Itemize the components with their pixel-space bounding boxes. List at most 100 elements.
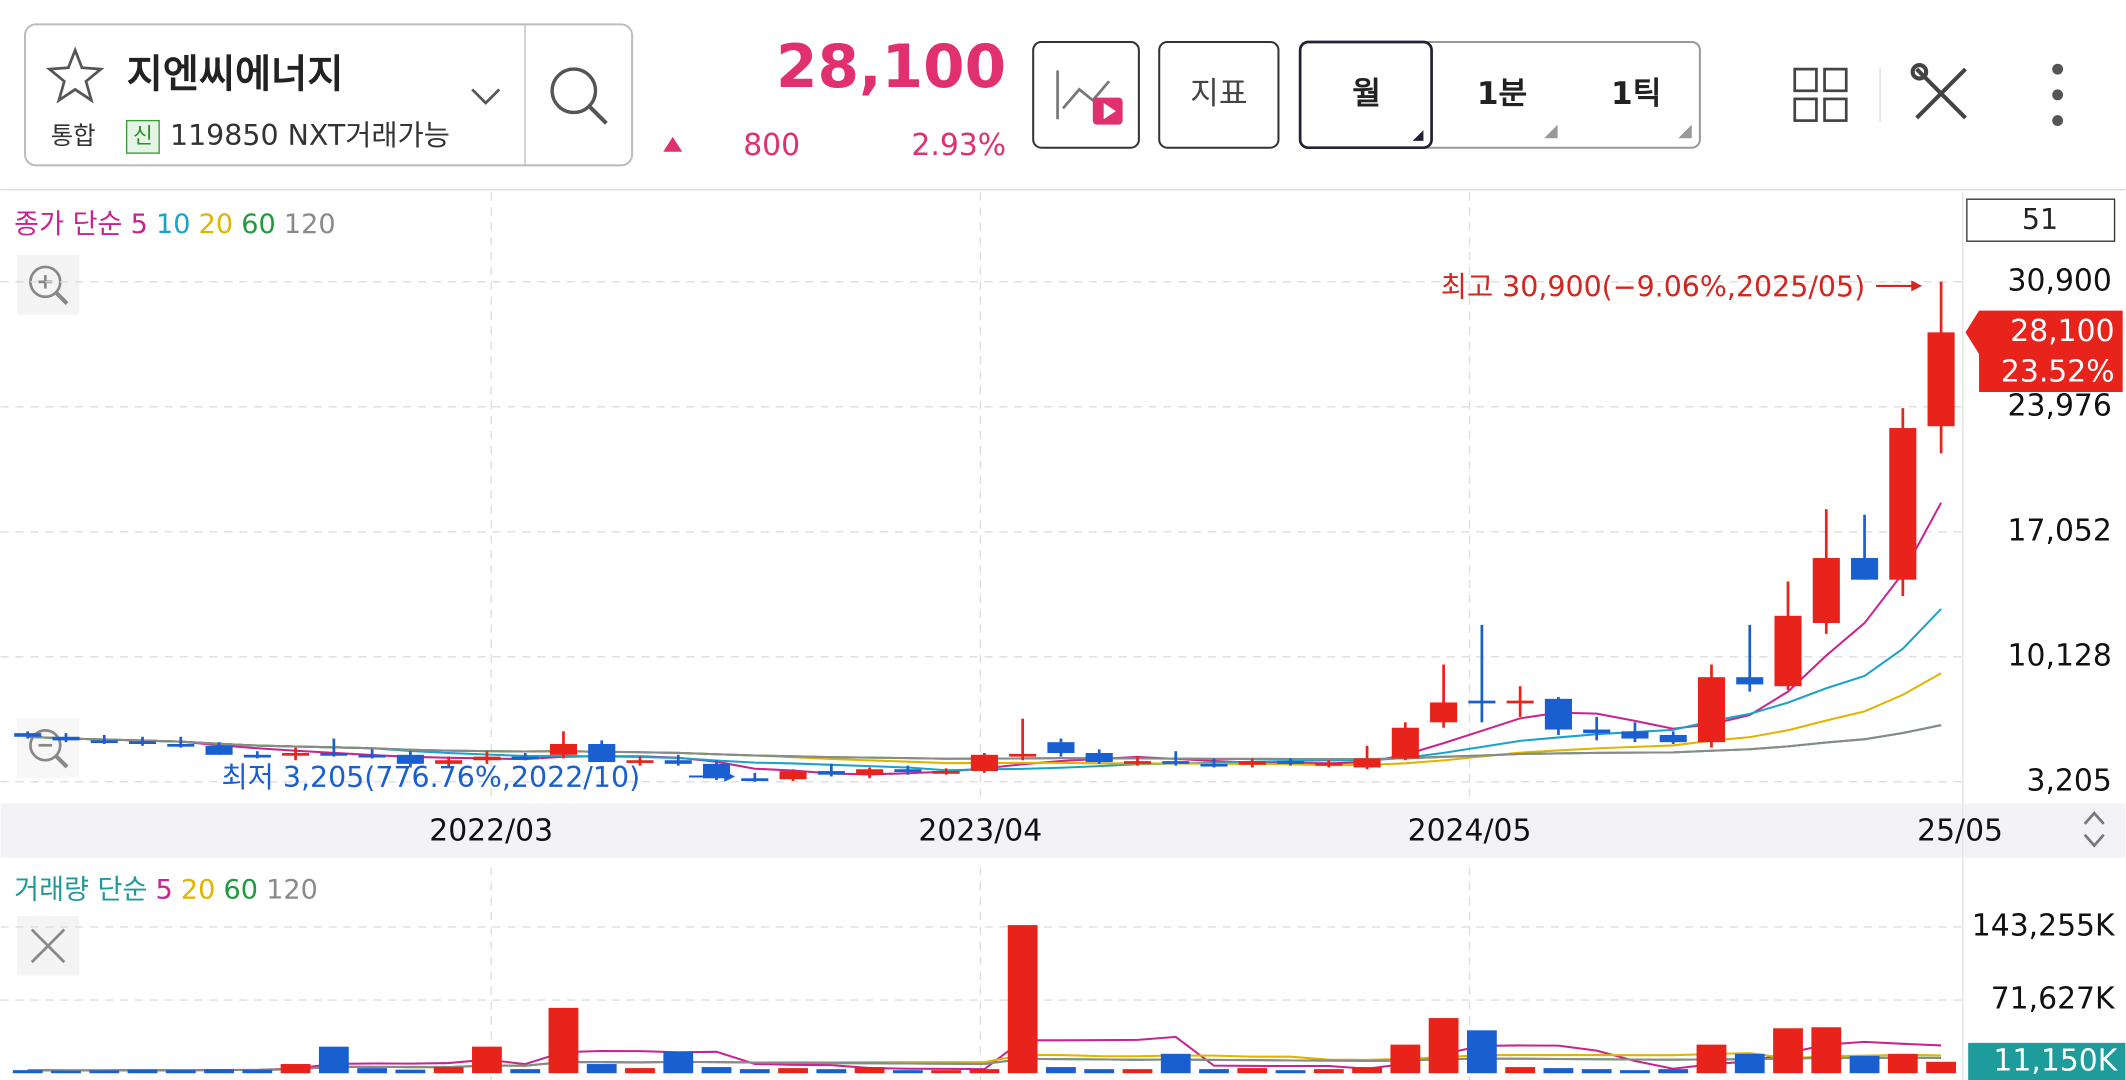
- period-minute[interactable]: 1분: [1477, 76, 1527, 112]
- legend-title: 거래량 단순: [14, 874, 147, 905]
- stock-code: 119850 NXT거래가능: [170, 119, 450, 152]
- candle-body: [1736, 677, 1764, 685]
- volume-bar: [127, 1069, 158, 1074]
- legend-item: 20: [199, 208, 233, 239]
- candle-body: [1927, 332, 1955, 427]
- volume-bar: [1466, 1030, 1497, 1074]
- indicator-label[interactable]: 지표: [1190, 76, 1247, 112]
- volume-bar: [1658, 1069, 1689, 1074]
- last-price-label: 28,100: [2010, 314, 2114, 349]
- volume-bar: [1390, 1044, 1421, 1074]
- tools-icon[interactable]: [1910, 63, 1967, 120]
- volume-bar: [778, 1068, 808, 1074]
- candle-body: [1774, 615, 1802, 687]
- volume-bar: [1887, 1053, 1918, 1074]
- candle-body: [932, 771, 960, 774]
- volume-bar: [1046, 1067, 1076, 1074]
- volume-bar: [1237, 1068, 1268, 1074]
- arrow-head: [724, 771, 736, 782]
- candle-body: [473, 756, 501, 761]
- candle-body: [128, 741, 157, 744]
- candle-body: [1315, 762, 1343, 766]
- candle-body: [205, 745, 233, 755]
- volume-bar: [548, 1007, 579, 1074]
- candle-body: [549, 743, 578, 755]
- dropdown-chevron[interactable]: [471, 88, 501, 105]
- period-month[interactable]: 월: [1352, 76, 1381, 112]
- candle-body: [856, 769, 884, 775]
- zoom-in[interactable]: [16, 254, 80, 315]
- legend-item: 60: [224, 874, 258, 905]
- candle-body: [1238, 761, 1266, 765]
- volume-bar: [280, 1064, 311, 1074]
- candle-body: [894, 769, 922, 772]
- corner-mark: [1544, 124, 1558, 139]
- y-tick-label: 10,128: [2008, 638, 2112, 673]
- volume-bar: [701, 1067, 732, 1074]
- volume-bar: [1007, 925, 1038, 1074]
- volume-bar: [1160, 1053, 1191, 1074]
- period-selected[interactable]: [1298, 40, 1433, 150]
- candle-body: [396, 754, 424, 764]
- volume-bar: [395, 1069, 426, 1074]
- candle-body: [1162, 761, 1190, 764]
- y-tick-label: 23,976: [2008, 388, 2112, 423]
- candle-body: [1085, 753, 1113, 763]
- candle-body: [1544, 698, 1572, 730]
- candle-body: [664, 760, 692, 764]
- volume-bar: [1122, 1069, 1153, 1074]
- favorite-star[interactable]: [45, 46, 105, 104]
- close-volume[interactable]: [16, 916, 80, 976]
- volume-bar: [1428, 1018, 1459, 1074]
- candle-body: [282, 753, 310, 756]
- candle-body: [1123, 761, 1152, 764]
- volume-bar: [89, 1070, 120, 1074]
- volume-bar: [854, 1067, 885, 1074]
- candle-body: [1276, 761, 1305, 764]
- volume-bar: [204, 1069, 234, 1074]
- legend-title: 종가 단순: [14, 208, 122, 239]
- candle-body: [702, 763, 731, 779]
- candle-body: [1506, 700, 1534, 704]
- volume-bar: [1084, 1069, 1115, 1074]
- last-price-tag: [1965, 310, 2123, 392]
- search-icon[interactable]: [550, 67, 598, 115]
- volume-bar: [1773, 1028, 1803, 1074]
- scroll-arrows[interactable]: [2083, 810, 2105, 848]
- high-note: 최고 30,900(−9.06%,2025/05): [1441, 271, 1865, 304]
- volume-bar: [625, 1068, 655, 1074]
- zoom-out[interactable]: [16, 718, 80, 778]
- legend-item: 5: [156, 874, 173, 905]
- x-tick-label: 2024/05: [1408, 814, 1532, 849]
- legend: 거래량 단순 5 20 60 120: [14, 874, 318, 905]
- candle-body: [1659, 734, 1687, 743]
- legend: 종가 단순 5 10 20 60 120: [14, 208, 335, 239]
- candle-body: [358, 754, 386, 758]
- selector-box[interactable]: [23, 23, 634, 167]
- candle-body: [1697, 677, 1726, 743]
- volume-bar: [663, 1051, 694, 1074]
- last-change-label: 23.52%: [2001, 355, 2115, 390]
- stock-selector[interactable]: 지엔씨에너지 통합 신 119850 NXT거래가능: [23, 23, 634, 167]
- more-icon[interactable]: [2052, 63, 2064, 127]
- candle-body: [779, 771, 807, 780]
- candle-body: [1200, 763, 1228, 767]
- candle-body: [1889, 428, 1917, 580]
- volume-bar: [931, 1070, 962, 1074]
- price-change: 800: [743, 128, 800, 163]
- period-tick[interactable]: 1틱: [1611, 76, 1661, 112]
- volume-bar: [433, 1067, 464, 1074]
- volume-bar: [1734, 1053, 1765, 1074]
- candle-body: [1468, 700, 1496, 704]
- volume-bar: [1313, 1069, 1344, 1074]
- indicator-button[interactable]: [1158, 40, 1280, 149]
- candle-body: [588, 743, 616, 763]
- y-tick-label: 17,052: [2008, 513, 2112, 548]
- layout-icon[interactable]: [1793, 67, 1848, 122]
- volume-bar: [969, 1069, 1000, 1074]
- candle-body: [1047, 742, 1075, 754]
- legend-item: 5: [131, 208, 148, 239]
- badge: 신: [133, 124, 153, 149]
